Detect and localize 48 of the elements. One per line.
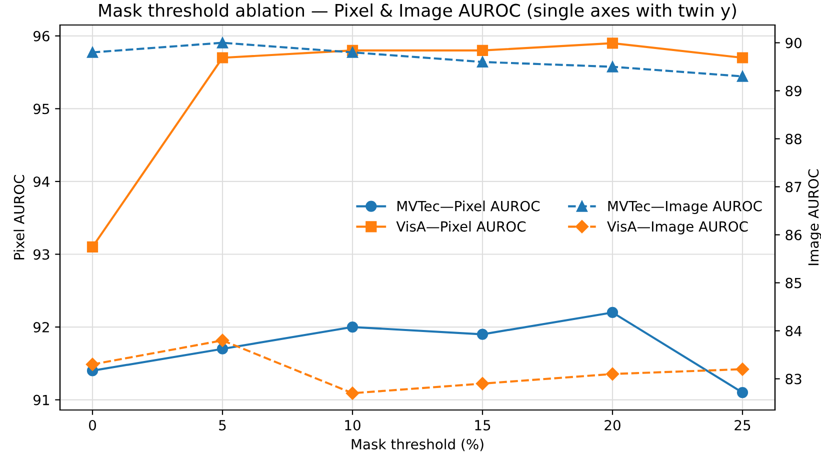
x-tick-label: 10 xyxy=(345,420,360,430)
y-tick-label: 96 xyxy=(33,30,50,42)
y2-tick-label: 88 xyxy=(786,134,802,144)
y-tick-label: 92 xyxy=(33,322,49,333)
point xyxy=(476,328,488,340)
y2-tick-label: 89 xyxy=(786,86,802,96)
point xyxy=(346,321,358,333)
point xyxy=(476,56,488,68)
point xyxy=(606,306,618,318)
legend-label: MVTec—Pixel AUROC xyxy=(398,200,540,212)
legend-label: MVTec—Image AUROC xyxy=(608,200,762,214)
point xyxy=(216,37,228,48)
point xyxy=(736,70,748,82)
x-axis-title: Mask threshold (%) xyxy=(352,438,484,452)
legend-label: VisA—Image AUROC xyxy=(607,220,748,234)
y2-tick-label: 85 xyxy=(786,278,802,288)
point xyxy=(476,44,488,56)
x-tick-label: 20 xyxy=(604,420,620,430)
x-tick-label: 25 xyxy=(734,420,750,430)
point xyxy=(86,46,98,58)
x-tick-label: 15 xyxy=(475,420,490,430)
x-tick-label: 0 xyxy=(88,420,96,430)
y-tick-label: 93 xyxy=(33,249,50,260)
point xyxy=(216,334,230,347)
y2-tick-label: 83 xyxy=(786,374,802,384)
point xyxy=(476,377,490,390)
y2-axis-title: Image AUROC xyxy=(808,169,821,266)
point xyxy=(606,61,618,72)
point xyxy=(346,386,360,400)
point xyxy=(86,358,100,371)
y-tick-label: 95 xyxy=(33,104,50,114)
point xyxy=(606,38,618,49)
y2-tick-label: 87 xyxy=(786,182,802,192)
point xyxy=(736,362,750,376)
legend-label: VisA—Pixel AUROC xyxy=(396,220,526,232)
x-tick-label: 5 xyxy=(219,420,226,430)
y-tick-label: 91 xyxy=(33,394,49,406)
y-axis-title: Pixel AUROC xyxy=(14,175,24,260)
chart-title: Mask threshold ablation — Pixel & Image AUROC (single axes with twin y) xyxy=(99,3,736,20)
point xyxy=(736,52,748,64)
y-tick-label: 94 xyxy=(33,176,50,187)
point xyxy=(86,241,98,253)
point xyxy=(736,386,748,398)
y2-tick-label: 86 xyxy=(786,230,802,240)
point xyxy=(606,367,620,381)
point xyxy=(216,52,228,64)
y2-tick-label: 90 xyxy=(786,38,802,48)
y2-tick-label: 84 xyxy=(786,326,802,336)
